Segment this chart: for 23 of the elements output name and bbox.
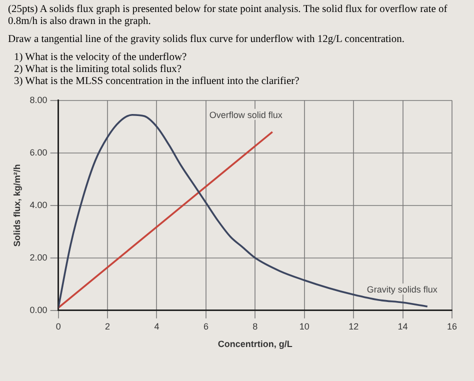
x-tick-label: 4 — [154, 321, 160, 332]
x-tick-label: 6 — [203, 321, 208, 332]
x-tick-label: 8 — [252, 321, 258, 332]
x-tick-label: 12 — [348, 321, 359, 332]
x-axis-title: Concentrtion, g/L — [218, 339, 293, 350]
x-tick-label: 2 — [105, 321, 110, 332]
series-label: Overflow solid flux — [209, 110, 283, 120]
series-label: Gravity solids flux — [366, 284, 438, 294]
text: Draw a tangential line of the gravity solids flux curve for underflow with 12g/L concentration. — [8, 34, 406, 46]
text: 1) What is the velocity of the underflow? — [13, 52, 188, 64]
y-tick-label: 6.00 — [30, 147, 48, 158]
y-tick-label: 2.00 — [30, 252, 48, 262]
x-tick-label: 10 — [299, 321, 310, 332]
x-tick-label: 16 — [446, 321, 458, 332]
x-tick-label: 14 — [398, 321, 408, 332]
y-tick-label: 0.00 — [30, 304, 48, 315]
y-tick-label: 8.00 — [30, 94, 48, 105]
text: 2) What is the limiting total solids flux? — [13, 64, 182, 76]
y-tick-label: 4.00 — [30, 200, 48, 210]
text: 3) What is the MLSS concentration in the influent into the clarifier? — [13, 76, 300, 88]
x-tick-label: 0 — [56, 321, 61, 332]
y-axis-title: Solids flux, kg/m²/h — [12, 164, 22, 247]
chart-title: (25pts) A solids flux graph is presented below for state point analysis. The solid flux for overflow rate of 0.8m/h is also drawn in the graph. — [8, 4, 448, 28]
